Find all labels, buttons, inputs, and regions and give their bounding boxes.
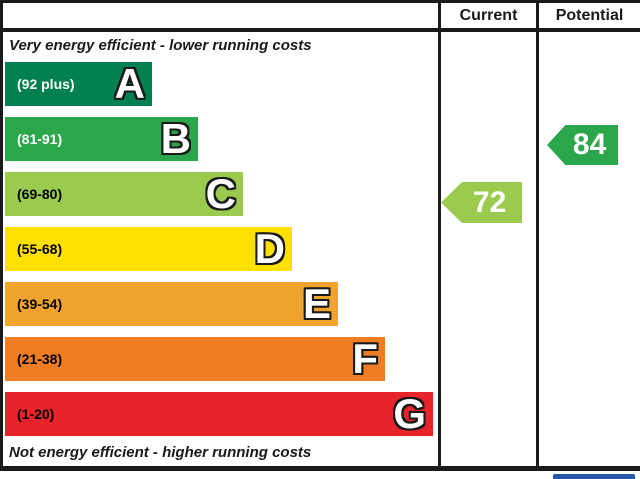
band-f-letter: F xyxy=(352,335,378,382)
band-d: (55-68) D xyxy=(5,227,292,271)
band-e-range-label: (39-54) xyxy=(17,296,63,312)
band-b: (81-91) B xyxy=(5,117,198,161)
band-c-letter: C xyxy=(205,170,236,217)
table-left-border xyxy=(0,0,3,471)
potential-rating-value: 84 xyxy=(572,128,607,161)
band-e-letter: E xyxy=(302,280,331,327)
column-header-current: Current xyxy=(459,6,518,24)
band-a-range-label: (92 plus) xyxy=(17,76,75,92)
cropped-blue-bar xyxy=(553,474,635,479)
band-b-range-label: (81-91) xyxy=(17,131,63,147)
band-f-range-label: (21-38) xyxy=(17,351,63,367)
current-rating-value: 72 xyxy=(472,185,507,219)
band-c: (69-80) C xyxy=(5,172,243,216)
current-rating-arrow: 72 xyxy=(441,182,522,223)
potential-column-divider xyxy=(536,0,539,471)
header-separator-line xyxy=(0,28,640,32)
band-a-letter: A xyxy=(114,60,145,107)
band-d-letter: D xyxy=(254,225,285,272)
band-g-letter: G xyxy=(393,390,426,437)
table-top-border xyxy=(0,0,640,3)
band-d-range-label: (55-68) xyxy=(17,241,63,257)
band-g-range-label: (1-20) xyxy=(17,406,55,422)
band-c-range-label: (69-80) xyxy=(17,186,63,202)
caption-very-efficient: Very energy efficient - lower running co… xyxy=(9,37,312,54)
current-column-divider xyxy=(438,0,441,471)
caption-not-efficient: Not energy efficient - higher running co… xyxy=(9,444,312,461)
column-header-potential: Potential xyxy=(555,6,624,24)
band-g: (1-20) G xyxy=(5,392,433,436)
band-a: (92 plus) A xyxy=(5,62,152,106)
potential-rating-arrow: 84 xyxy=(547,125,618,165)
band-b-letter: B xyxy=(160,115,191,162)
table-bottom-border xyxy=(0,466,640,471)
band-f: (21-38) F xyxy=(5,337,385,381)
band-e: (39-54) E xyxy=(5,282,338,326)
